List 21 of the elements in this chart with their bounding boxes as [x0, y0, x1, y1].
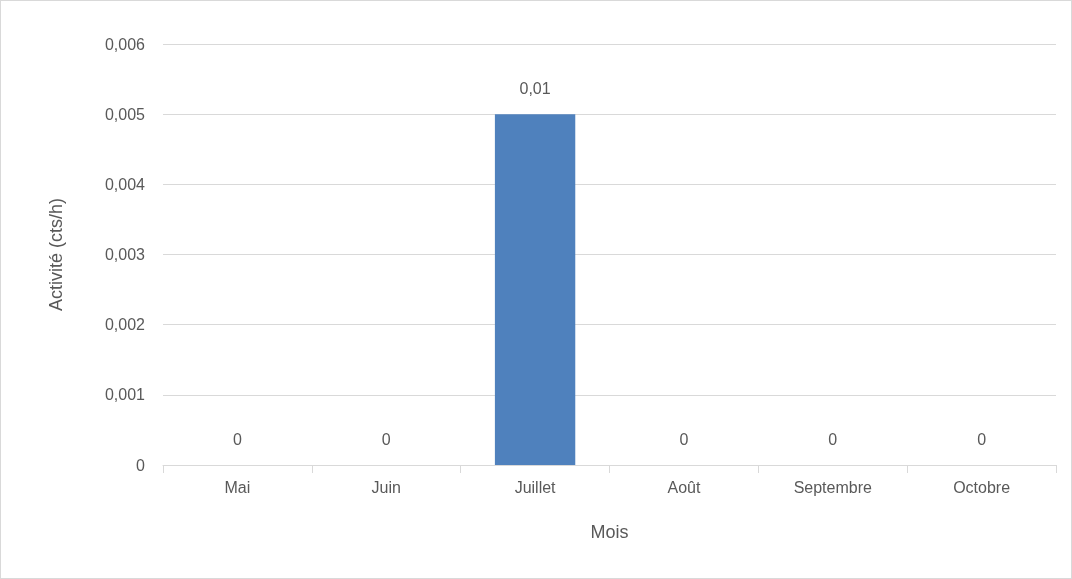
y-tick-label: 0,005 — [104, 105, 146, 123]
data-label: 0 — [828, 430, 838, 448]
x-tick-label: Juin — [371, 478, 401, 496]
y-tick-label: 0 — [136, 456, 146, 474]
y-tick-label: 0,006 — [104, 35, 146, 53]
x-tick-label: Juillet — [514, 478, 557, 496]
x-tick-label: Septembre — [793, 478, 872, 496]
x-tick-label: Mai — [224, 478, 251, 496]
data-label: 0 — [381, 430, 391, 448]
y-tick-label: 0,004 — [104, 175, 146, 193]
y-tick-label: 0,002 — [104, 316, 146, 334]
data-label: 0 — [679, 430, 689, 448]
x-tick-label: Octobre — [953, 478, 1011, 496]
data-label: 0,01 — [519, 79, 551, 97]
y-tick-label: 0,001 — [104, 386, 146, 404]
y-tick-label: 0,003 — [104, 246, 146, 263]
y-axis-title: Activité (cts/h) — [46, 197, 66, 312]
data-label: 0 — [977, 430, 987, 448]
x-axis-title: Mois — [590, 522, 629, 542]
x-tick-label: Août — [667, 478, 701, 496]
data-label: 0 — [232, 430, 242, 448]
